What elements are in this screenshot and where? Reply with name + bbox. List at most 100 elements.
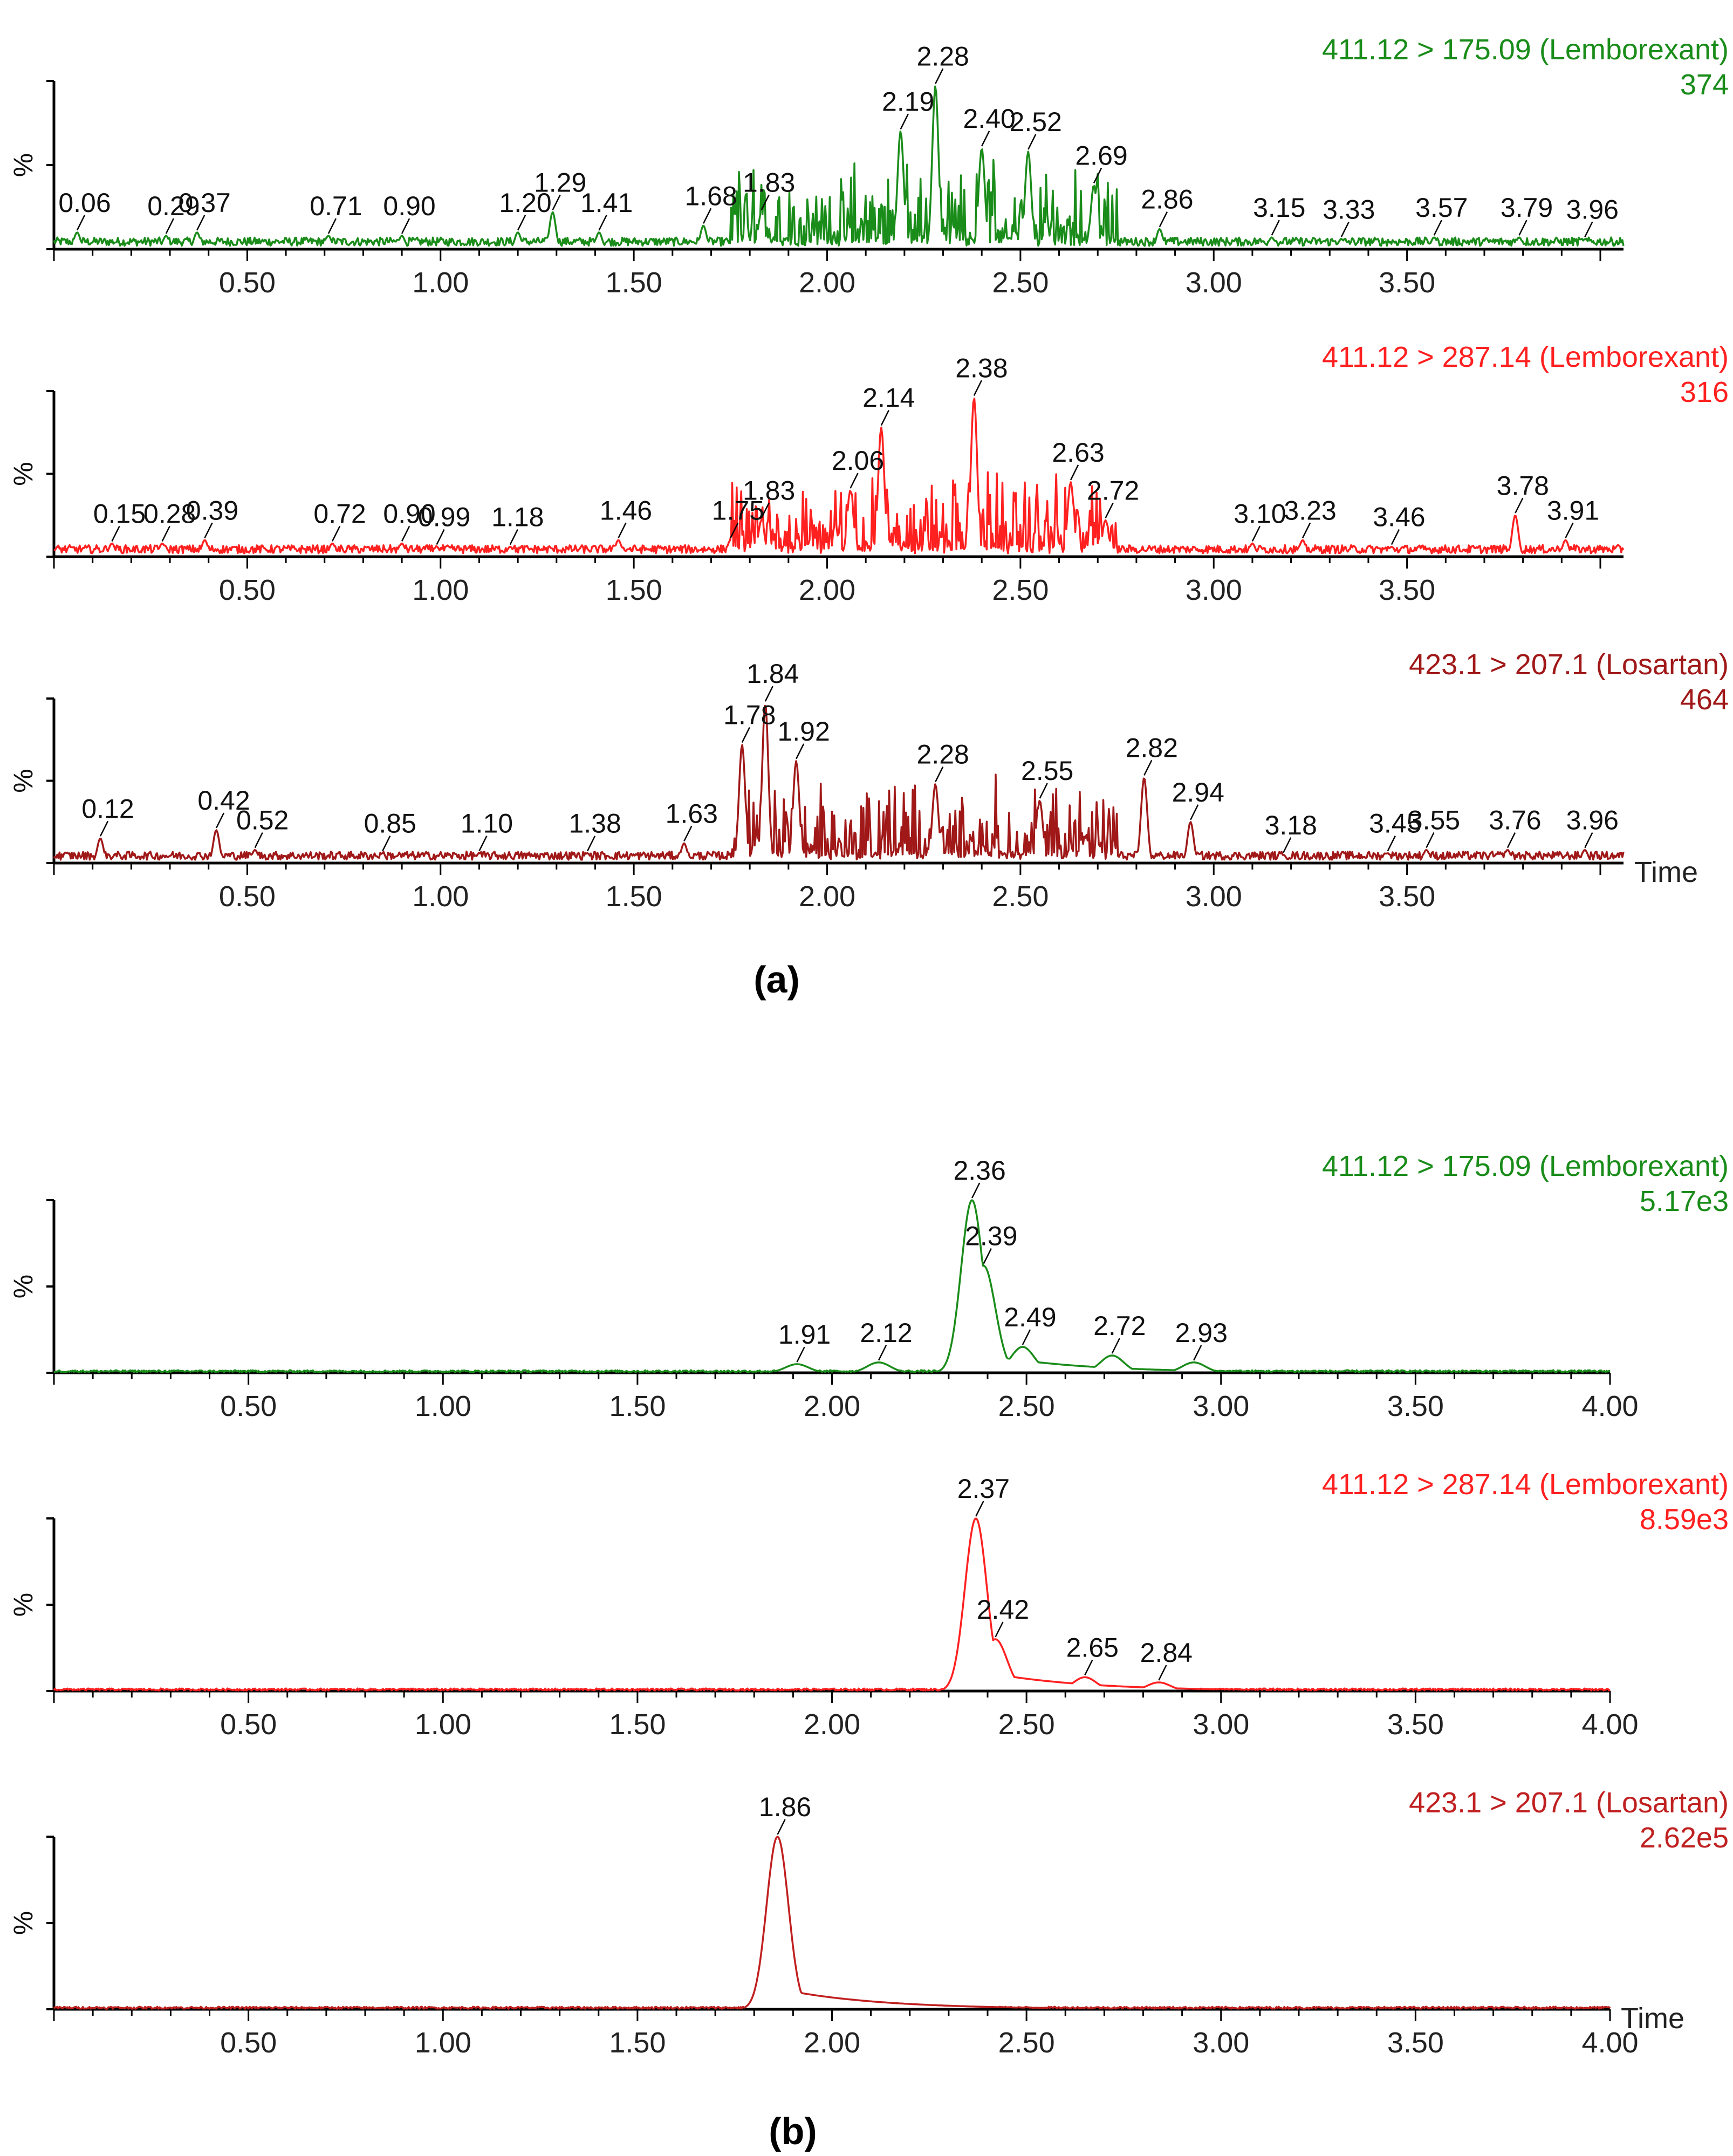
peak-label: 1.29 [534, 167, 586, 197]
chromatogram-trace [53, 1836, 1611, 2010]
peak-leader-line [975, 1501, 984, 1517]
x-tick-label: 3.50 [1387, 1390, 1444, 1422]
peak-label: 3.23 [1284, 495, 1336, 525]
chromatogram-trace [53, 1517, 1611, 1692]
chromatogram-trace [53, 398, 1625, 555]
x-tick-label: 0.50 [220, 1390, 277, 1422]
peak-label: 2.49 [1004, 1302, 1056, 1332]
peak-label: 2.28 [917, 41, 969, 71]
peak-leader-line [331, 525, 341, 542]
peak-label: 1.20 [499, 188, 551, 218]
peak-leader-line [1584, 221, 1593, 237]
x-tick-label: 3.50 [1387, 1708, 1444, 1741]
peak-leader-line [973, 380, 982, 396]
x-tick-label: 2.50 [992, 266, 1049, 299]
x-tick-label: 2.00 [799, 574, 855, 606]
peak-leader-line [215, 812, 225, 829]
peak-label: 2.14 [862, 383, 915, 413]
peak-leader-line [683, 825, 693, 841]
peak-leader-line [1271, 220, 1280, 236]
peak-leader-line [1506, 832, 1516, 848]
peak-leader-line [761, 502, 770, 519]
x-tick-label: 3.00 [1186, 880, 1242, 913]
peak-leader-line [703, 208, 712, 224]
peak-label: 1.83 [743, 167, 795, 197]
peak-leader-line [935, 766, 944, 783]
peak-leader-line [1518, 220, 1527, 236]
peak-leader-line [1143, 759, 1153, 776]
peak-label: 2.65 [1066, 1632, 1119, 1662]
peak-label: 2.38 [955, 353, 1008, 383]
x-tick-label: 2.00 [804, 1708, 860, 1741]
x-tick-label: 1.00 [412, 880, 469, 913]
y-axis-label: % [8, 1275, 38, 1298]
x-tick-label: 3.50 [1387, 2027, 1444, 2059]
peak-label: 1.86 [759, 1792, 811, 1822]
peak-leader-line [777, 1819, 786, 1835]
peak-leader-line [1426, 832, 1435, 848]
peak-leader-line [196, 215, 206, 231]
x-tick-label: 2.00 [804, 2027, 860, 2059]
peak-label: 3.79 [1501, 193, 1553, 223]
x-tick-label: 2.00 [799, 266, 855, 299]
panel-label-a: (a) [754, 959, 800, 1001]
peak-leader-line [1084, 1659, 1093, 1675]
peak-leader-line [1251, 525, 1261, 542]
peak-leader-line [161, 525, 170, 542]
peak-label: 2.82 [1126, 733, 1178, 763]
peak-leader-line [1433, 220, 1442, 236]
x-tick-label: 0.50 [219, 880, 276, 913]
trace-transition-label: 411.12 > 175.09 (Lemborexant) [1322, 33, 1729, 66]
chromatogram-3: % 0.50 1.00 1.50 2.00 2.50 3.00 3.50 Time 423.1 >… [8, 648, 1729, 913]
peak-label: 1.75 [712, 495, 764, 525]
peak-leader-line [111, 525, 120, 542]
trace-transition-label: 411.12 > 175.09 (Lemborexant) [1322, 1150, 1729, 1182]
peak-label: 3.33 [1323, 194, 1375, 224]
peak-label: 1.68 [684, 181, 737, 211]
x-tick-label: 3.00 [1186, 574, 1242, 606]
x-tick-label: 4.00 [1581, 1390, 1638, 1422]
peak-leader-line [796, 1346, 805, 1363]
peak-leader-line [254, 832, 263, 848]
peak-label: 0.85 [364, 809, 416, 839]
peak-leader-line [983, 1248, 992, 1264]
peak-label: 2.63 [1052, 437, 1104, 468]
peak-label: 1.41 [580, 188, 633, 218]
peak-leader-line [1302, 522, 1311, 538]
peak-label: 0.29 [147, 191, 200, 221]
peak-leader-line [880, 409, 889, 426]
peak-leader-line [552, 194, 561, 210]
peak-leader-line [1105, 502, 1114, 519]
peak-label: 1.63 [666, 798, 718, 829]
peak-leader-line [618, 522, 627, 538]
peak-label: 1.91 [778, 1319, 831, 1350]
peak-label: 1.83 [743, 475, 795, 505]
trace-transition-label: 423.1 > 207.1 (Losartan) [1409, 1787, 1729, 1819]
peak-label: 1.18 [491, 502, 544, 532]
peak-label: 2.94 [1172, 777, 1224, 807]
peak-leader-line [165, 218, 174, 234]
peak-label: 2.86 [1141, 184, 1193, 215]
chromatogram-4: % 0.50 1.00 1.50 2.00 2.50 3.00 3.50 4.00 411.12 … [8, 1150, 1729, 1422]
x-tick-label: 1.00 [412, 266, 469, 299]
peak-label: 3.96 [1566, 805, 1619, 836]
peak-label: 3.18 [1265, 810, 1317, 840]
x-tick-label: 3.00 [1193, 1708, 1249, 1741]
x-tick-label: 2.50 [992, 880, 1049, 913]
peak-leader-line [1193, 1345, 1202, 1361]
peak-label: 0.99 [418, 502, 470, 532]
y-axis-label: % [8, 153, 38, 177]
chromatogram-trace [53, 85, 1625, 247]
x-tick-label: 1.50 [606, 266, 662, 299]
y-axis-label: % [8, 769, 38, 792]
trace-intensity-label: 374 [1680, 69, 1729, 101]
peak-label: 1.46 [600, 495, 652, 525]
peak-leader-line [730, 522, 739, 538]
peak-label: 2.12 [860, 1318, 912, 1348]
x-tick-label: 3.50 [1379, 574, 1435, 606]
x-tick-label: 3.50 [1379, 266, 1435, 299]
peak-leader-line [741, 727, 750, 743]
peak-leader-line [1070, 464, 1079, 481]
peak-label: 2.40 [963, 104, 1016, 134]
